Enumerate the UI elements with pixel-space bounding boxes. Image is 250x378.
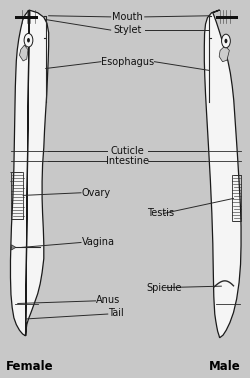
Circle shape [24,34,33,47]
Text: Testis: Testis [147,209,174,218]
Polygon shape [219,46,229,62]
Text: Male: Male [209,360,241,373]
Text: Cuticle: Cuticle [111,146,144,156]
Polygon shape [10,10,49,336]
Text: Tail: Tail [108,308,124,318]
Text: Anus: Anus [96,295,120,305]
Bar [15,16,38,19]
Text: Spicule: Spicule [146,283,182,293]
Circle shape [27,38,30,42]
Circle shape [224,39,228,43]
Polygon shape [204,10,241,338]
Text: Vagina: Vagina [82,237,114,248]
Text: Ovary: Ovary [82,188,110,198]
Text: Mouth: Mouth [112,12,143,22]
Polygon shape [20,45,28,61]
Text: Intestine: Intestine [106,156,149,166]
Text: Stylet: Stylet [114,25,142,35]
Circle shape [222,34,230,48]
Text: Esophagus: Esophagus [101,57,154,67]
Polygon shape [12,245,16,250]
Bar [216,16,238,19]
Text: Female: Female [6,360,53,373]
